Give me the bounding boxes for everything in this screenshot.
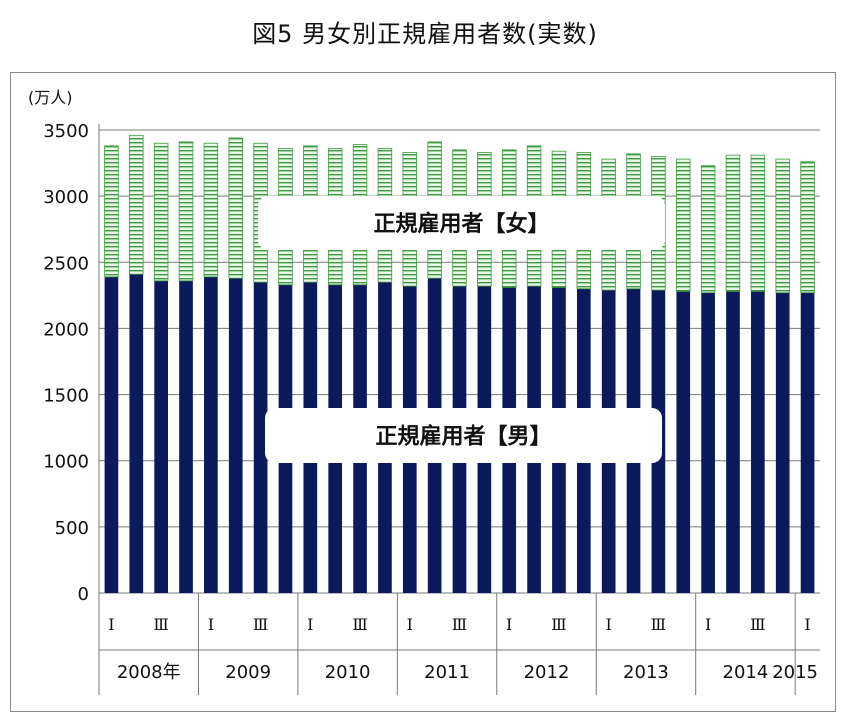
quarter-label: Ⅰ bbox=[108, 615, 114, 634]
bar-male bbox=[154, 280, 168, 593]
series-label: 正規雇用者【女】 bbox=[373, 211, 549, 237]
chart-frame bbox=[10, 72, 836, 712]
bar-female bbox=[750, 154, 766, 292]
bar-male bbox=[104, 276, 119, 593]
quarter-label: Ⅲ bbox=[750, 615, 765, 634]
series-label-box bbox=[265, 408, 662, 463]
quarter-label: Ⅰ bbox=[407, 615, 413, 634]
series-label-box bbox=[258, 196, 665, 250]
bar-female bbox=[775, 158, 790, 294]
bar-male bbox=[676, 291, 691, 593]
quarter-label: Ⅲ bbox=[253, 615, 268, 634]
bar-male bbox=[179, 280, 193, 593]
bars bbox=[104, 134, 815, 593]
y-tick-label: 500 bbox=[55, 518, 89, 539]
bar-male bbox=[701, 292, 715, 593]
year-label: 2015 bbox=[772, 662, 818, 683]
year-label: 2013 bbox=[623, 662, 669, 683]
bar-female bbox=[203, 142, 219, 278]
bar-female bbox=[129, 134, 144, 275]
series-label: 正規雇用者【男】 bbox=[375, 424, 551, 450]
bar-male bbox=[800, 292, 815, 593]
quarter-label: Ⅰ bbox=[606, 615, 612, 634]
quarter-label: Ⅰ bbox=[307, 615, 313, 634]
quarter-label: Ⅲ bbox=[452, 615, 467, 634]
bar-female bbox=[800, 161, 815, 294]
bar-female bbox=[153, 142, 169, 282]
y-tick-label: 2000 bbox=[43, 319, 89, 340]
quarter-label: Ⅲ bbox=[651, 615, 666, 634]
quarter-label: Ⅲ bbox=[153, 615, 168, 634]
bar-male bbox=[228, 278, 243, 593]
y-tick-label: 2500 bbox=[43, 253, 89, 274]
bar-female bbox=[725, 154, 741, 292]
quarter-label: Ⅰ bbox=[208, 615, 214, 634]
year-label: 2009 bbox=[225, 662, 271, 683]
quarter-label: Ⅰ bbox=[804, 615, 810, 634]
quarter-label: Ⅰ bbox=[506, 615, 512, 634]
bar-female bbox=[104, 145, 119, 278]
bar-male bbox=[204, 276, 218, 593]
year-label: 2010 bbox=[325, 662, 371, 683]
bar-male bbox=[751, 291, 765, 593]
series-labels: 正規雇用者【女】正規雇用者【男】 bbox=[258, 196, 665, 463]
y-tick-label: 1500 bbox=[43, 386, 89, 407]
bar-female bbox=[228, 137, 243, 279]
bar-male bbox=[726, 291, 740, 593]
y-tick-label: 3500 bbox=[43, 121, 89, 142]
year-label: 2012 bbox=[524, 662, 570, 683]
bar-male bbox=[775, 292, 790, 593]
bar-male bbox=[129, 274, 144, 593]
quarter-label: Ⅰ bbox=[705, 615, 711, 634]
quarter-label: Ⅲ bbox=[352, 615, 367, 634]
year-label: 2008年 bbox=[117, 662, 181, 683]
y-axis-ticks: 0 500 1000 1500 2000 2500 3000 3500 bbox=[43, 121, 89, 605]
page-title: 図5 男女別正規雇用者数(実数) bbox=[252, 20, 598, 48]
bar-male bbox=[253, 282, 268, 593]
y-tick-label: 3000 bbox=[43, 187, 89, 208]
y-tick-label: 0 bbox=[78, 584, 89, 605]
bar-female bbox=[700, 165, 716, 294]
y-tick-label: 1000 bbox=[43, 452, 89, 473]
year-label: 2011 bbox=[424, 662, 470, 683]
y-axis-label: (万人) bbox=[28, 88, 73, 107]
bar-female bbox=[676, 158, 691, 292]
x-axis: Ⅰ Ⅲ Ⅰ Ⅲ Ⅰ Ⅲ Ⅰ Ⅲ Ⅰ Ⅲ Ⅰ Ⅲ Ⅰ Ⅲ Ⅰ 2008年 2009 2010 2011 2012 2013… bbox=[98, 124, 820, 695]
year-label: 2014 bbox=[723, 662, 769, 683]
bar-female bbox=[178, 141, 194, 282]
quarter-label: Ⅲ bbox=[551, 615, 566, 634]
